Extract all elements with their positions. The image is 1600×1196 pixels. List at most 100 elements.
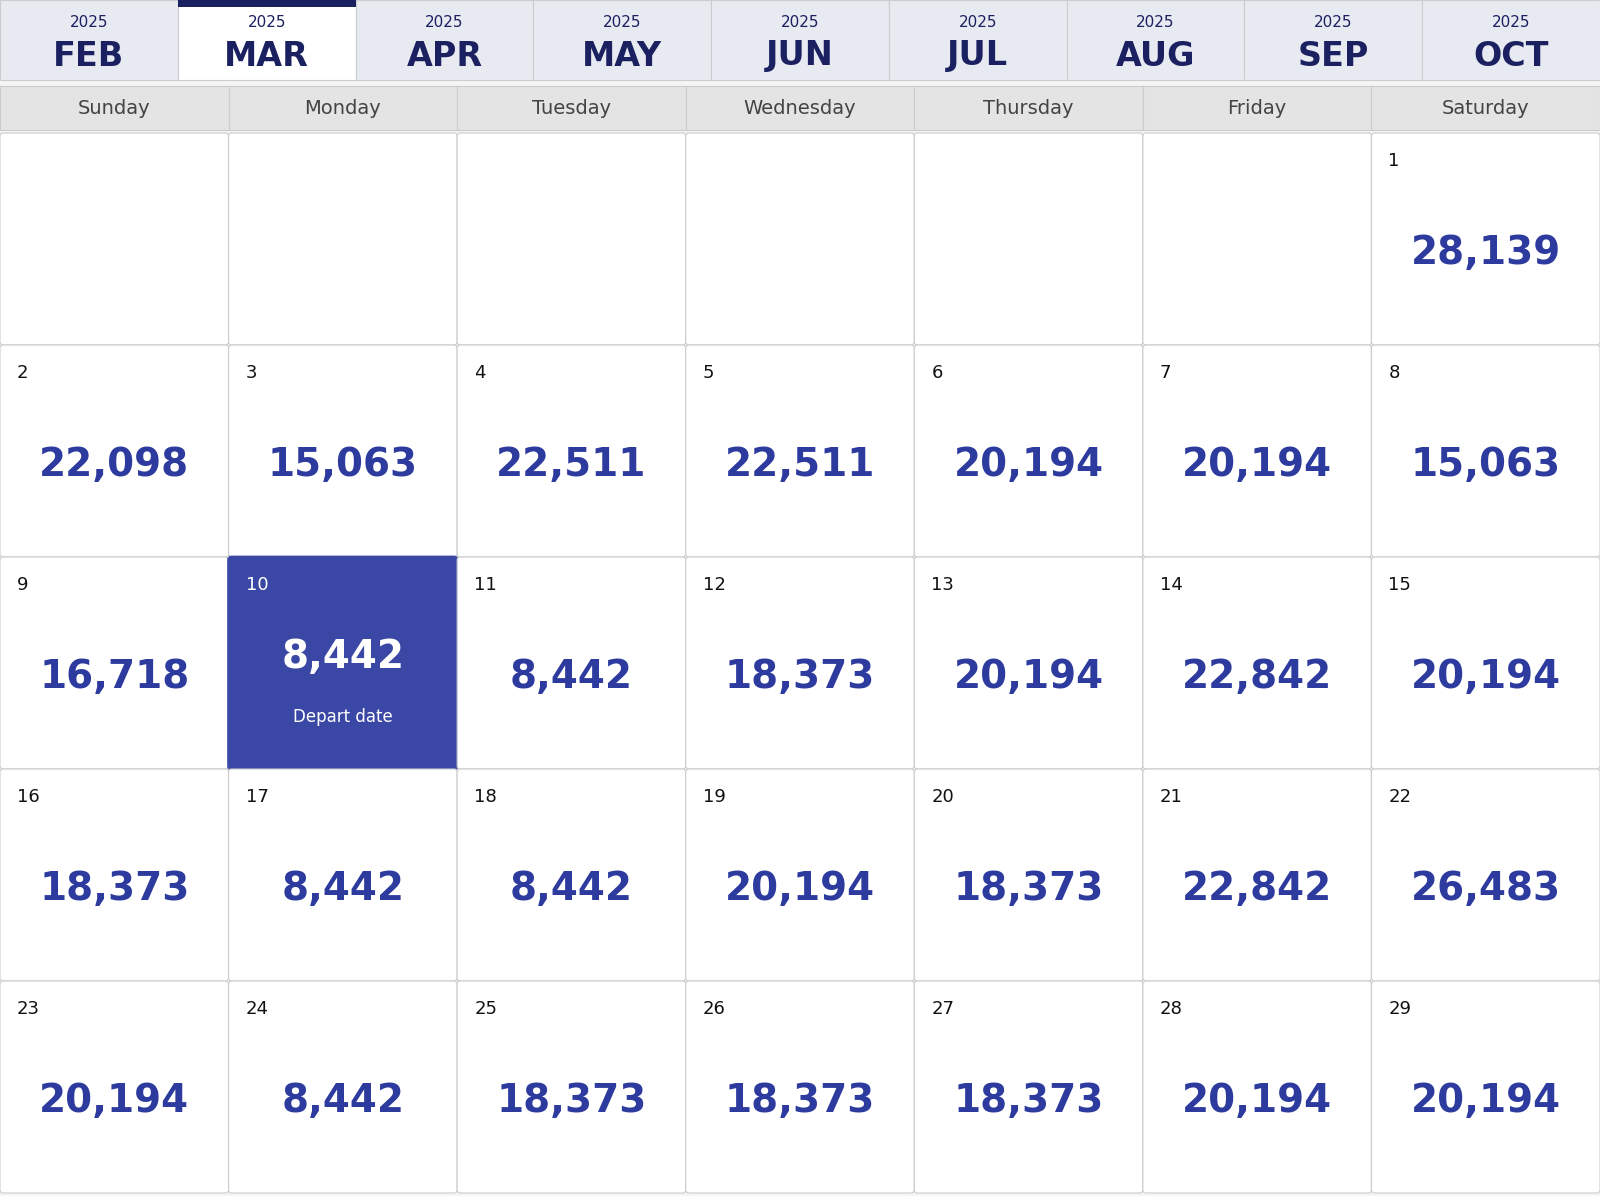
FancyBboxPatch shape: [686, 981, 914, 1192]
Text: 2025: 2025: [1314, 14, 1352, 30]
Text: SEP: SEP: [1298, 39, 1370, 73]
FancyBboxPatch shape: [914, 981, 1142, 1192]
Text: 19: 19: [702, 788, 725, 806]
Bar: [458, 86, 686, 130]
FancyBboxPatch shape: [914, 769, 1142, 981]
Text: 15,063: 15,063: [1411, 446, 1560, 484]
Bar: [890, 0, 1067, 80]
Text: Monday: Monday: [304, 98, 381, 117]
Text: 10: 10: [245, 576, 269, 594]
Text: 29: 29: [1389, 1000, 1411, 1018]
FancyBboxPatch shape: [0, 769, 229, 981]
Text: 15: 15: [1389, 576, 1411, 594]
Bar: [914, 86, 1142, 130]
Text: 8: 8: [1389, 364, 1400, 382]
Text: 2025: 2025: [781, 14, 819, 30]
FancyBboxPatch shape: [1142, 769, 1371, 981]
FancyBboxPatch shape: [229, 981, 458, 1192]
Text: 18,373: 18,373: [38, 871, 189, 909]
Text: 20,194: 20,194: [725, 871, 875, 909]
Text: Sunday: Sunday: [78, 98, 150, 117]
Text: 17: 17: [245, 788, 269, 806]
Text: 2025: 2025: [958, 14, 997, 30]
Text: 25: 25: [474, 1000, 498, 1018]
Text: 18,373: 18,373: [725, 1082, 875, 1121]
FancyBboxPatch shape: [914, 557, 1142, 769]
Text: 23: 23: [18, 1000, 40, 1018]
Text: FEB: FEB: [53, 39, 125, 73]
Text: 2025: 2025: [603, 14, 642, 30]
FancyBboxPatch shape: [229, 769, 458, 981]
Text: Depart date: Depart date: [293, 708, 392, 726]
Text: 8,442: 8,442: [510, 871, 634, 909]
Text: 20,194: 20,194: [1182, 446, 1333, 484]
Bar: [0, 86, 229, 130]
FancyBboxPatch shape: [229, 133, 458, 344]
FancyBboxPatch shape: [1142, 133, 1371, 344]
Text: 18,373: 18,373: [954, 871, 1104, 909]
FancyBboxPatch shape: [1371, 557, 1600, 769]
Text: APR: APR: [406, 39, 483, 73]
Text: 16: 16: [18, 788, 40, 806]
Text: 2025: 2025: [1491, 14, 1530, 30]
Bar: [1142, 86, 1371, 130]
Text: 8,442: 8,442: [510, 659, 634, 696]
Text: 26: 26: [702, 1000, 725, 1018]
Bar: [1245, 0, 1422, 80]
Text: AUG: AUG: [1115, 39, 1195, 73]
Text: 8,442: 8,442: [282, 871, 405, 909]
Text: 20,194: 20,194: [954, 446, 1104, 484]
Text: MAR: MAR: [224, 39, 309, 73]
Bar: [686, 86, 914, 130]
Text: 12: 12: [702, 576, 725, 594]
Text: 26,483: 26,483: [1411, 871, 1560, 909]
FancyBboxPatch shape: [0, 557, 229, 769]
Text: 11: 11: [474, 576, 498, 594]
Text: 27: 27: [931, 1000, 954, 1018]
Text: JUL: JUL: [947, 39, 1008, 73]
Text: 3: 3: [245, 364, 258, 382]
FancyBboxPatch shape: [1371, 344, 1600, 557]
Bar: [355, 0, 533, 80]
FancyBboxPatch shape: [1371, 769, 1600, 981]
FancyBboxPatch shape: [458, 981, 686, 1192]
Text: 16,718: 16,718: [38, 659, 189, 696]
Text: 2025: 2025: [1136, 14, 1174, 30]
FancyBboxPatch shape: [1142, 557, 1371, 769]
Text: MAY: MAY: [582, 39, 662, 73]
Text: 6: 6: [931, 364, 942, 382]
Text: 18: 18: [474, 788, 498, 806]
FancyBboxPatch shape: [914, 133, 1142, 344]
Text: 24: 24: [245, 1000, 269, 1018]
Text: Thursday: Thursday: [984, 98, 1074, 117]
Text: 1: 1: [1389, 152, 1400, 170]
Text: 8,442: 8,442: [282, 1082, 405, 1121]
Text: OCT: OCT: [1474, 39, 1549, 73]
Text: 20,194: 20,194: [954, 659, 1104, 696]
Text: 18,373: 18,373: [496, 1082, 646, 1121]
Text: 2025: 2025: [70, 14, 109, 30]
Bar: [178, 0, 355, 7]
Text: 7: 7: [1160, 364, 1171, 382]
FancyBboxPatch shape: [914, 344, 1142, 557]
Text: 5: 5: [702, 364, 714, 382]
Text: 15,063: 15,063: [267, 446, 418, 484]
Text: 22,098: 22,098: [40, 446, 189, 484]
FancyBboxPatch shape: [229, 344, 458, 557]
Text: 20,194: 20,194: [1411, 1082, 1560, 1121]
Text: 22,511: 22,511: [725, 446, 875, 484]
Bar: [1422, 0, 1600, 80]
Text: 22,842: 22,842: [1182, 871, 1333, 909]
Text: JUN: JUN: [766, 39, 834, 73]
FancyBboxPatch shape: [1142, 344, 1371, 557]
Bar: [0, 0, 178, 80]
FancyBboxPatch shape: [1142, 981, 1371, 1192]
Bar: [1371, 86, 1600, 130]
Text: Tuesday: Tuesday: [531, 98, 611, 117]
FancyBboxPatch shape: [686, 557, 914, 769]
FancyBboxPatch shape: [458, 769, 686, 981]
Text: 18,373: 18,373: [954, 1082, 1104, 1121]
Bar: [533, 0, 710, 80]
Text: 22,842: 22,842: [1182, 659, 1333, 696]
Text: 20,194: 20,194: [1411, 659, 1560, 696]
